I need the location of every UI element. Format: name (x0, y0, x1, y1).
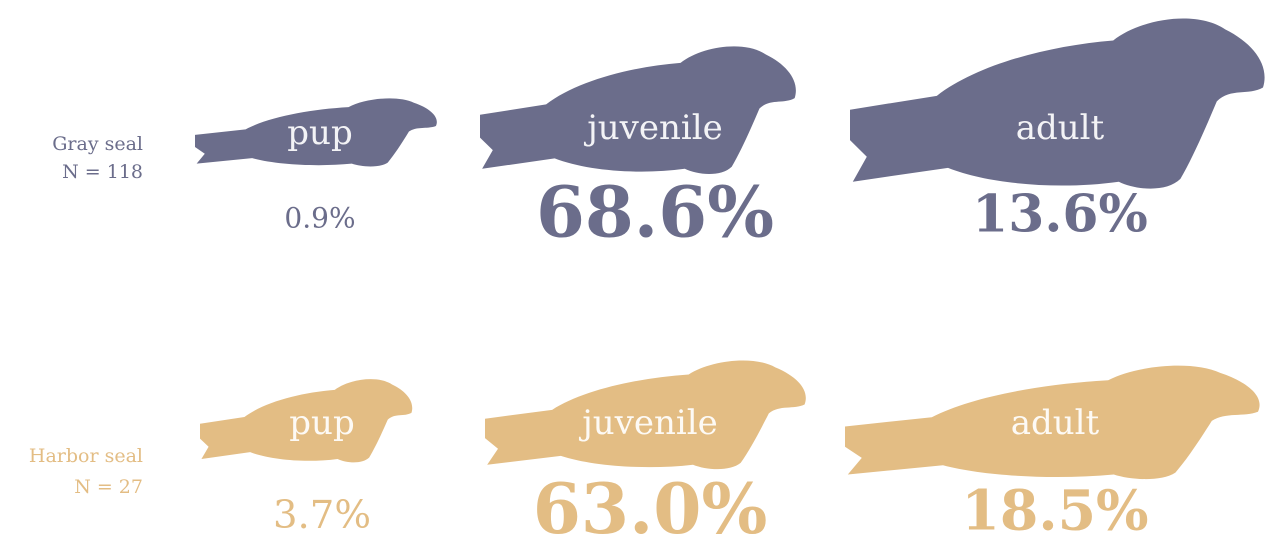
percent-label: 3.7% (273, 493, 371, 538)
series-name: Gray seal (52, 133, 143, 155)
percent-label: 63.0% (533, 469, 768, 539)
category-label: adult (1016, 108, 1105, 148)
category-label: juvenile (583, 108, 723, 148)
category-label: pup (289, 403, 354, 443)
percent-label: 13.6% (972, 184, 1148, 245)
series-name: Harbor seal (29, 445, 143, 467)
percent-label: 0.9% (284, 202, 355, 235)
category-label: juvenile (578, 403, 718, 443)
category-label: adult (1011, 403, 1100, 443)
category-label: pup (287, 113, 352, 153)
infographic: Gray seal N = 118 pup 0.9% juvenile 68.6% adul… (0, 0, 1271, 539)
percent-label: 68.6% (536, 171, 774, 254)
sample-size: N = 118 (62, 161, 143, 183)
percent-label: 18.5% (961, 479, 1148, 539)
seal-silhouette (850, 19, 1265, 189)
sample-size: N = 27 (74, 476, 143, 498)
